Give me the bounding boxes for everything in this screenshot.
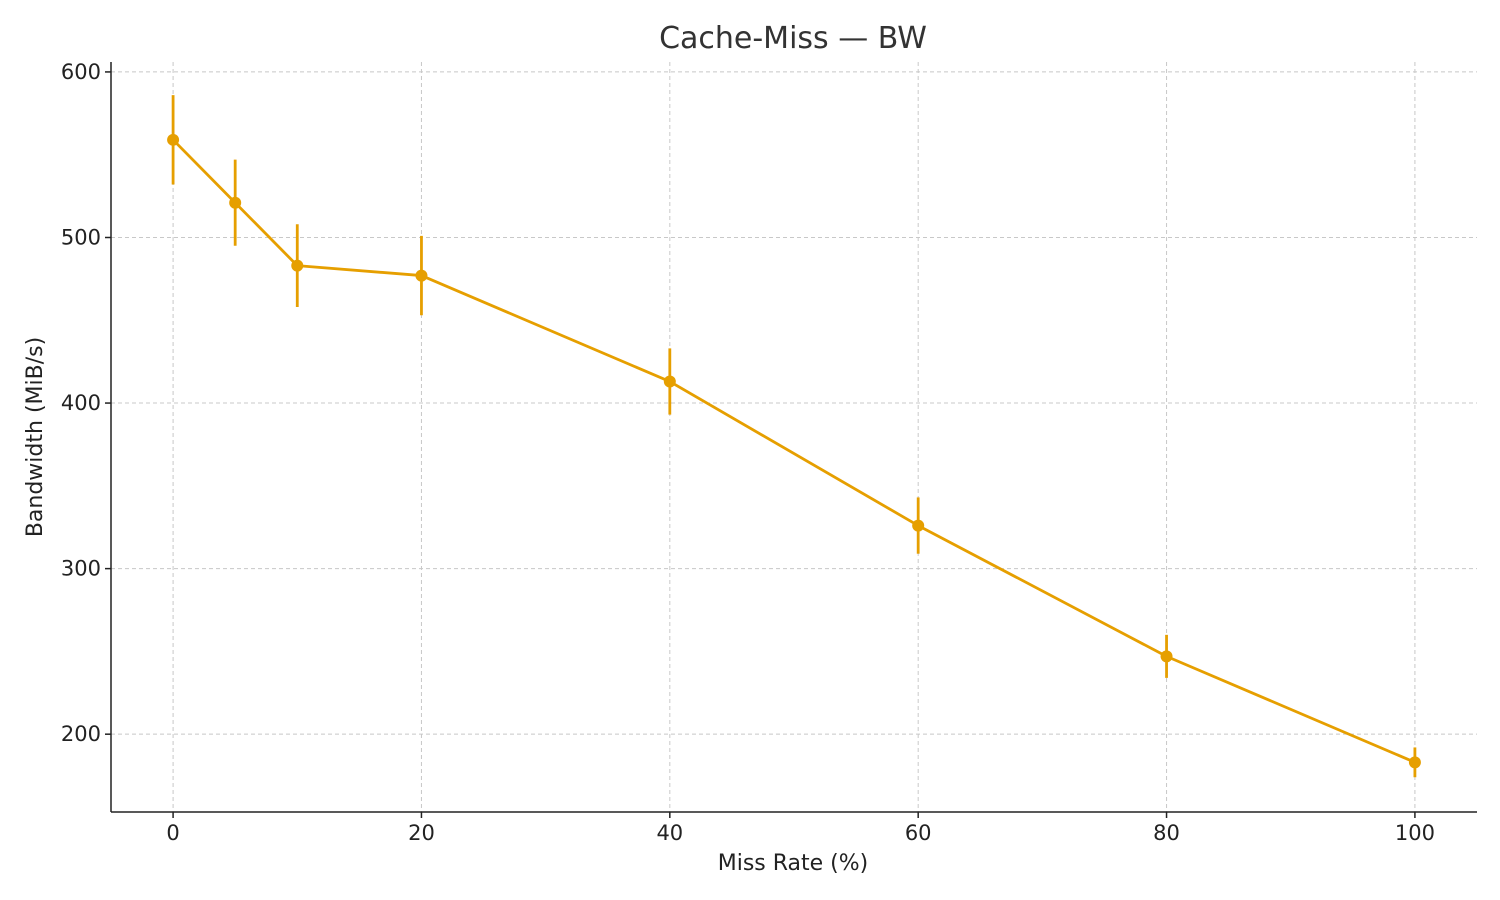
series-line	[172, 138, 1416, 764]
data-point	[1408, 756, 1421, 769]
data-point	[415, 269, 428, 282]
x-tick-label: 60	[905, 821, 932, 845]
series-group	[167, 95, 1421, 778]
y-tick-label: 500	[61, 225, 101, 249]
x-tick-label: 100	[1395, 821, 1435, 845]
data-point	[291, 259, 304, 272]
x-tick-label: 80	[1153, 821, 1180, 845]
y-axis-label: Bandwidth (MiB/s)	[23, 337, 48, 537]
x-tick-label: 0	[166, 821, 179, 845]
y-tick-label: 600	[61, 60, 101, 84]
x-axis-label: Miss Rate (%)	[718, 851, 869, 876]
chart-title: Cache-Miss — BW	[659, 21, 927, 56]
x-ticks: 0 20 40 60 80 100	[166, 812, 1435, 845]
data-point	[912, 519, 925, 532]
y-tick-label: 300	[61, 557, 101, 581]
y-ticks: 200 300 400 500 600	[61, 60, 111, 746]
y-tick-label: 200	[61, 722, 101, 746]
x-tick-label: 20	[408, 821, 435, 845]
data-point	[167, 133, 180, 146]
y-tick-label: 400	[61, 391, 101, 415]
x-tick-label: 40	[656, 821, 683, 845]
grid	[111, 62, 1477, 812]
data-point	[229, 196, 242, 209]
data-point	[1160, 650, 1173, 663]
data-point	[663, 375, 676, 388]
